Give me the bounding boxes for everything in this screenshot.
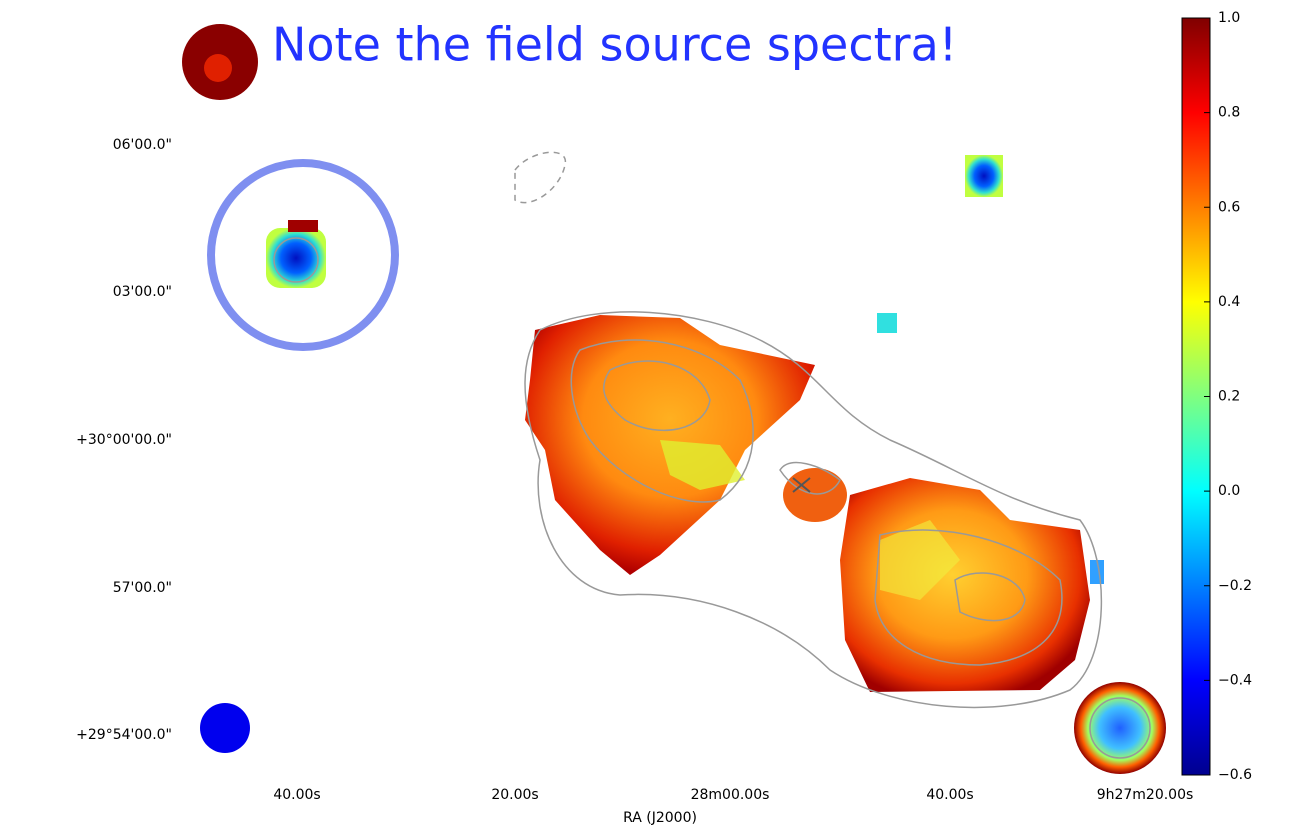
lobe-patch [660,440,745,490]
colorbar-tick-label: 0.4 [1218,294,1240,310]
contour [570,339,754,503]
highlight-circle [207,159,399,351]
contour [874,529,1063,666]
field-source [877,313,897,333]
x-tick-label: 28m00.00s [691,787,770,803]
beam [200,703,250,753]
colorbar-tick-label: 0.6 [1218,199,1240,215]
x-tick-label: 40.00s [926,787,973,803]
colorbar-tick-label: −0.4 [1218,672,1252,688]
contour [954,572,1026,622]
lobe-west [840,478,1090,692]
y-tick-label: 57'00.0" [113,580,172,596]
contour [603,360,711,432]
core-marker [792,477,811,493]
core [783,468,847,522]
y-tick-label: +29°54'00.0" [76,727,172,743]
map [182,24,1166,774]
field-source [266,228,326,288]
colorbar-tick-label: 0.0 [1218,483,1240,499]
colorbar-tick-label: 0.2 [1218,389,1240,405]
lobe-patch [880,520,960,600]
y-tick-label: +30°00'00.0" [76,432,172,448]
y-tick-label: 03'00.0" [113,284,172,300]
field-source-core [204,54,232,82]
field-source [288,220,318,232]
contour [524,311,1103,709]
x-axis-label: RA (J2000) [623,810,697,826]
field-source [965,155,1003,197]
colorbar-tick-label: −0.2 [1218,578,1252,594]
colorbar-tick-label: −0.6 [1218,767,1252,783]
colorbar-tick-label: 0.8 [1218,105,1240,121]
x-tick-label: 40.00s [273,787,320,803]
colorbar-tick-label: 1.0 [1218,10,1240,26]
contour [514,151,566,204]
y-tick-label: 06'00.0" [113,137,172,153]
field-source [1074,682,1166,774]
x-tick-label: 20.00s [491,787,538,803]
x-tick-label: 9h27m20.00s [1097,787,1194,803]
contour [273,237,319,283]
annotation: Note the field source spectra! [272,18,957,72]
contour [1089,697,1151,759]
